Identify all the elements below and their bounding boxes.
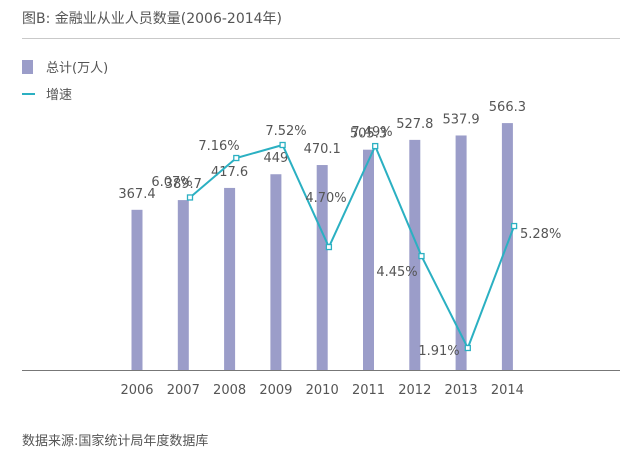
growth-label-2011: 7.49% [351, 125, 392, 140]
bar-value-label-2013: 537.9 [442, 112, 479, 127]
x-tick-label-2010: 2010 [306, 383, 339, 398]
growth-label-2013: 1.91% [418, 344, 459, 359]
bar-value-label-2011: 505.3 [350, 127, 387, 142]
x-tick-label-2011: 2011 [352, 383, 385, 398]
figure-title: 图B: 金融业从业人员数量(2006-2014年) [22, 11, 283, 27]
legend-item-total: 总计(万人) [22, 57, 108, 76]
bar-2008 [224, 187, 236, 370]
legend-label-growth: 增速 [46, 88, 73, 103]
x-tick-label-2014: 2014 [491, 383, 524, 398]
bar-value-label-2007: 389.7 [165, 177, 202, 192]
data-source-note: 数据来源:国家统计局年度数据库 [22, 434, 209, 449]
bar-value-label-2009: 449 [263, 151, 288, 166]
bar-value-label-2010: 470.1 [304, 142, 341, 157]
legend-label-total: 总计(万人) [46, 61, 109, 76]
bar-2009 [270, 174, 282, 370]
legend-line-swatch [22, 92, 35, 95]
growth-label-2010: 4.70% [305, 191, 346, 206]
growth-point-2014 [510, 222, 518, 230]
bar-2013 [455, 135, 467, 370]
bar-value-label-2008: 417.6 [211, 165, 248, 180]
legend-item-growth: 增速 [22, 84, 72, 103]
x-tick-label-2013: 2013 [445, 383, 478, 398]
bar-2011 [363, 149, 374, 370]
bar-value-label-2012: 527.8 [396, 117, 433, 132]
growth-label-2012: 4.45% [376, 265, 417, 280]
growth-label-2014: 5.28% [520, 227, 561, 242]
bar-2014 [501, 123, 513, 370]
growth-line [189, 143, 516, 351]
growth-point-2010 [325, 243, 333, 251]
growth-point-2008 [233, 154, 240, 162]
bar-2007 [177, 200, 189, 370]
growth-point-2011 [372, 142, 379, 150]
growth-label-2008: 7.16% [198, 139, 239, 154]
growth-point-2012 [418, 252, 425, 260]
title-divider [22, 38, 620, 39]
growth-label-2007: 6.07% [151, 175, 192, 190]
growth-label-2009: 7.52% [265, 124, 306, 139]
x-tick-label-2008: 2008 [213, 383, 246, 398]
x-tick-label-2006: 2006 [120, 383, 153, 398]
x-tick-label-2007: 2007 [167, 383, 200, 398]
growth-point-2009 [279, 141, 286, 149]
growth-point-2007 [186, 194, 194, 201]
bar-2012 [409, 139, 421, 370]
bar-value-label-2014: 566.3 [489, 100, 526, 115]
bar-2010 [316, 165, 328, 370]
x-tick-label-2009: 2009 [259, 383, 292, 398]
x-tick-label-2012: 2012 [398, 383, 431, 398]
legend-bar-swatch [22, 59, 33, 74]
growth-point-2013 [464, 344, 471, 352]
bar-2006 [131, 209, 143, 370]
bar-value-label-2006: 367.4 [118, 187, 155, 202]
